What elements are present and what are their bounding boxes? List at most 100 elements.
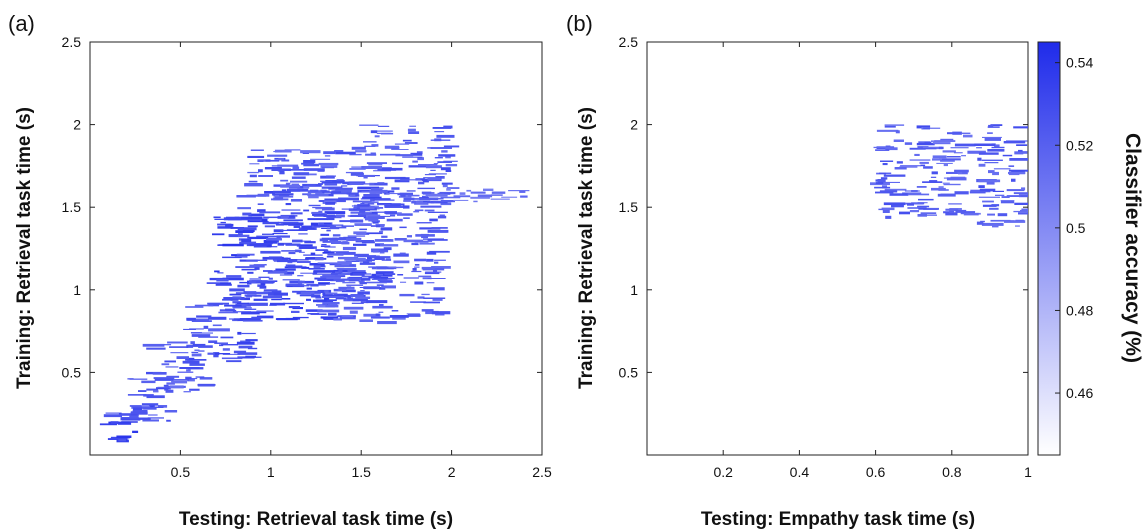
panel-a-cell	[267, 270, 288, 274]
panel-a-cell	[359, 262, 376, 265]
panel-a-cell	[191, 320, 212, 322]
panel-a-cell	[317, 309, 340, 313]
panel-a-cell	[230, 227, 245, 229]
panel-b-cell	[932, 142, 951, 145]
panel-a-cell	[356, 183, 375, 185]
panel-a-cell	[354, 223, 372, 226]
panel-b-cell	[953, 152, 963, 154]
panel-a-cell	[370, 152, 376, 156]
panel-a-cell	[170, 352, 189, 354]
panel-b-cell	[938, 146, 944, 150]
panel-a-cell	[381, 167, 403, 171]
panel-a-cell	[241, 239, 252, 242]
panel-a-cell	[167, 341, 188, 344]
panel-a-cell	[187, 318, 209, 321]
panel-a-cell	[129, 415, 139, 419]
panel-a-cell	[268, 277, 273, 280]
panel-a-cell	[221, 357, 243, 360]
panel-a-cell	[381, 132, 394, 135]
panel-a-cell	[213, 353, 231, 355]
panel-a-cell	[291, 176, 306, 179]
panel-a-cell	[286, 257, 291, 259]
panel-b-cell	[943, 163, 948, 167]
panel-a-cell	[241, 332, 256, 335]
panel-a-cell	[253, 311, 267, 314]
panel-b-cell	[960, 211, 976, 215]
panel-a-cell	[429, 218, 438, 222]
panel-a-cell	[366, 162, 387, 164]
panel-a-cell	[307, 194, 329, 197]
panel-a-cell	[346, 192, 359, 195]
panel-a-cell	[163, 344, 172, 346]
panel-a-cell	[221, 344, 239, 346]
panel-a-cell	[194, 304, 214, 307]
panel-a-cell	[279, 274, 293, 276]
panel-a-cell	[254, 294, 262, 297]
panel-a-cell	[235, 266, 255, 268]
panel-b-cell	[896, 161, 903, 164]
panel-a-cell	[324, 155, 331, 157]
panel-a-cell	[370, 188, 383, 191]
panel-b-cell	[988, 124, 994, 128]
panel-b-cell	[961, 132, 971, 134]
panel-a-cell	[232, 305, 247, 308]
panel-a-cell	[236, 195, 256, 198]
panel-b-cell	[1018, 149, 1023, 152]
panel-b-cell	[943, 183, 961, 186]
panel-a-cell	[301, 162, 315, 165]
panel-a-cell	[368, 276, 382, 279]
panel-a-cell	[182, 360, 200, 364]
panel-a-cell	[313, 225, 327, 227]
panel-a-cell	[308, 268, 325, 270]
panel-a-cell	[251, 316, 262, 319]
panel-a-cell	[324, 183, 338, 186]
panel-a-cell	[442, 184, 448, 188]
panel-b-plot-area	[646, 41, 1029, 456]
panel-a-cell	[225, 223, 234, 227]
panel-a-cell	[185, 376, 192, 380]
panel-a-cell	[222, 277, 244, 281]
panel-a-cell	[348, 279, 360, 282]
panel-a-cell	[256, 310, 274, 312]
panel-a-cell	[411, 200, 417, 204]
panel-b-cell	[916, 142, 935, 146]
panel-a-cell	[267, 154, 288, 157]
panel-b-cell	[875, 149, 890, 151]
panel-a-cell	[310, 222, 319, 226]
panel-a-cell	[257, 284, 265, 287]
panel-a-cell	[335, 214, 345, 218]
panel-a-cell	[164, 410, 178, 413]
panel-b-xtick-label: 0.2	[713, 464, 733, 480]
panel-b-cell	[1008, 169, 1028, 172]
panel-b-cell	[978, 163, 986, 167]
panel-a-cell	[281, 189, 287, 192]
panel-a-cell	[347, 277, 369, 281]
panel-b-cell	[916, 125, 931, 129]
panel-b-cell	[923, 166, 933, 169]
panel-a-cell	[220, 221, 226, 224]
panel-a-cell	[364, 145, 376, 147]
panel-b-cell	[946, 171, 959, 174]
panel-a-cell	[374, 243, 384, 247]
panel-a-cell	[245, 339, 258, 342]
panel-b-cell	[961, 155, 966, 157]
panel-a-cell	[335, 251, 356, 255]
panel-a-cell	[249, 163, 260, 165]
panel-b-cell	[938, 186, 944, 188]
panel-a-cell	[216, 278, 229, 282]
panel-a-cell	[362, 201, 379, 204]
panel-a: (a) 0.5 1 1.5 2 2.5 0.5 1 1.5 2 2.5 Testing: Retr…	[8, 11, 552, 530]
panel-a-cell	[268, 256, 283, 260]
panel-b-cell	[922, 214, 937, 216]
panel-a-cell	[397, 149, 409, 150]
panel-a-cell	[305, 257, 324, 259]
panel-a-cell	[372, 249, 379, 253]
panel-a-cell	[105, 412, 122, 414]
panel-a-cell	[207, 302, 229, 305]
panel-a-cell	[190, 332, 202, 334]
panel-a-cell	[127, 394, 147, 396]
panel-b-cell	[992, 171, 999, 176]
panel-b-cell	[987, 149, 1005, 152]
panel-a-cell	[348, 181, 366, 184]
panel-a-cell	[432, 298, 443, 301]
